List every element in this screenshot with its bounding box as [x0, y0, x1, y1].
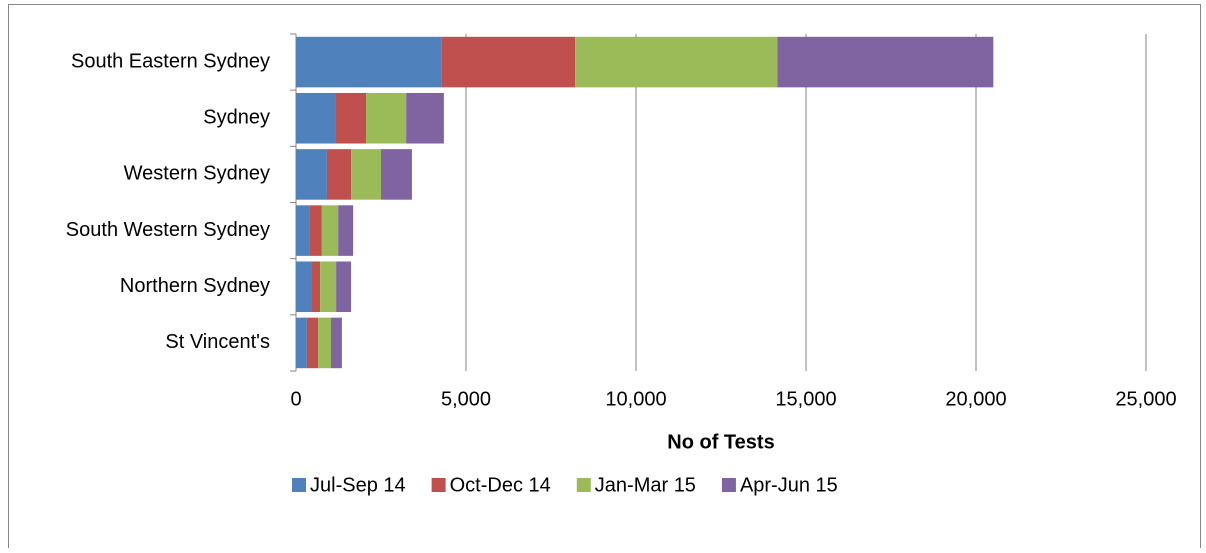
x-tick-label: 5,000 — [441, 388, 491, 410]
legend-swatch — [292, 478, 306, 492]
legend-label: Oct-Dec 14 — [450, 474, 551, 496]
y-tick-label: Northern Sydney — [120, 275, 270, 297]
bar-segment — [296, 317, 307, 369]
bar-segment — [320, 261, 337, 313]
bar-segment — [381, 149, 412, 200]
x-tick-label: 15,000 — [775, 388, 836, 410]
legend-label: Apr-Jun 15 — [740, 474, 838, 496]
legend-swatch — [721, 478, 736, 492]
bar-segment — [311, 261, 321, 313]
bar-segment — [575, 36, 778, 88]
bar-segment — [296, 205, 310, 256]
bar-segment — [296, 36, 442, 88]
chart-border — [8, 4, 1201, 553]
bar-segment — [441, 36, 576, 88]
bar-segment — [331, 317, 342, 369]
bar-segment — [777, 36, 994, 88]
bar-segment — [366, 92, 407, 144]
bar-segment — [338, 205, 354, 256]
bar-segment — [336, 261, 352, 313]
bar-segment — [335, 92, 367, 144]
y-tick-label: South Western Sydney — [66, 219, 270, 241]
legend-label: Jul-Sep 14 — [310, 474, 406, 496]
legend-label: Jan-Mar 15 — [595, 474, 696, 496]
bar-segment — [296, 149, 327, 200]
x-tick-label: 10,000 — [605, 388, 666, 410]
bar-segment — [406, 92, 444, 144]
bar-segment — [296, 92, 336, 144]
x-tick-label: 25,000 — [1115, 388, 1176, 410]
x-axis-title: No of Tests — [667, 431, 774, 453]
bar-segment — [309, 205, 322, 256]
bar-segment — [326, 149, 352, 200]
bar-segment — [321, 205, 339, 256]
x-tick-label: 20,000 — [945, 388, 1006, 410]
bar-segment — [306, 317, 319, 369]
bar-segment — [318, 317, 332, 369]
bar-segment — [351, 149, 381, 200]
bar-segment — [296, 261, 312, 313]
y-tick-label: Sydney — [203, 107, 270, 129]
legend-swatch — [576, 478, 591, 492]
y-tick-label: Western Sydney — [124, 163, 270, 185]
x-tick-label: 0 — [290, 388, 301, 410]
legend-swatch — [431, 478, 446, 492]
y-tick-label: St Vincent's — [165, 331, 270, 353]
y-tick-label: South Eastern Sydney — [71, 50, 270, 72]
